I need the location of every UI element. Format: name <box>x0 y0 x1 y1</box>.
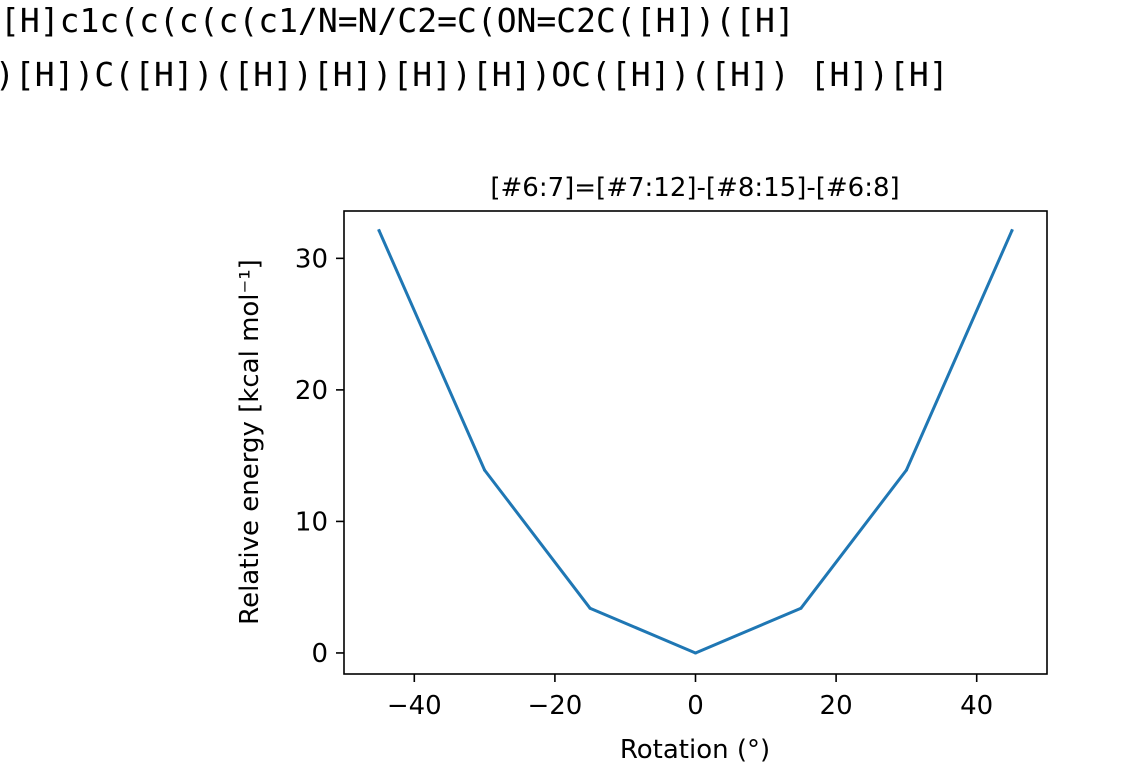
x-axis-ticks: −40 −20 0 20 40 <box>387 674 993 721</box>
y-tick-label: 0 <box>311 639 328 669</box>
chart-title: [#6:7]=[#7:12]-[#8:15]-[#6:8] <box>490 173 899 203</box>
plot-area-frame <box>343 210 1048 675</box>
data-point <box>588 606 592 610</box>
x-tick-label: −40 <box>387 691 442 721</box>
y-axis-ticks: 0 10 20 30 <box>295 244 344 669</box>
x-tick-label: 20 <box>820 691 853 721</box>
series-line <box>377 228 1014 655</box>
x-tick-label: 40 <box>960 691 993 721</box>
data-point <box>1010 229 1014 233</box>
smiles-text-line-2: )[H])C([H])([H])[H])[H])[H])OC([H])([H])… <box>0 55 949 94</box>
data-point <box>694 651 697 655</box>
smiles-text-line-1: [H]c1c(c(c(c(c1/N=N/C2=C(ON=C2C([H])([H] <box>0 1 795 40</box>
data-point <box>904 468 908 472</box>
data-point <box>377 229 381 233</box>
y-tick-label: 10 <box>295 507 328 537</box>
y-axis-label: Relative energy [kcal mol⁻¹] <box>235 259 265 625</box>
y-tick-label: 20 <box>295 376 328 406</box>
data-point <box>483 468 487 472</box>
x-tick-label: −20 <box>527 691 582 721</box>
y-tick-label: 30 <box>295 244 328 274</box>
x-axis-label: Rotation (°) <box>620 735 770 765</box>
x-tick-label: 0 <box>687 691 704 721</box>
data-point <box>799 606 803 610</box>
series-layer <box>377 228 1014 655</box>
